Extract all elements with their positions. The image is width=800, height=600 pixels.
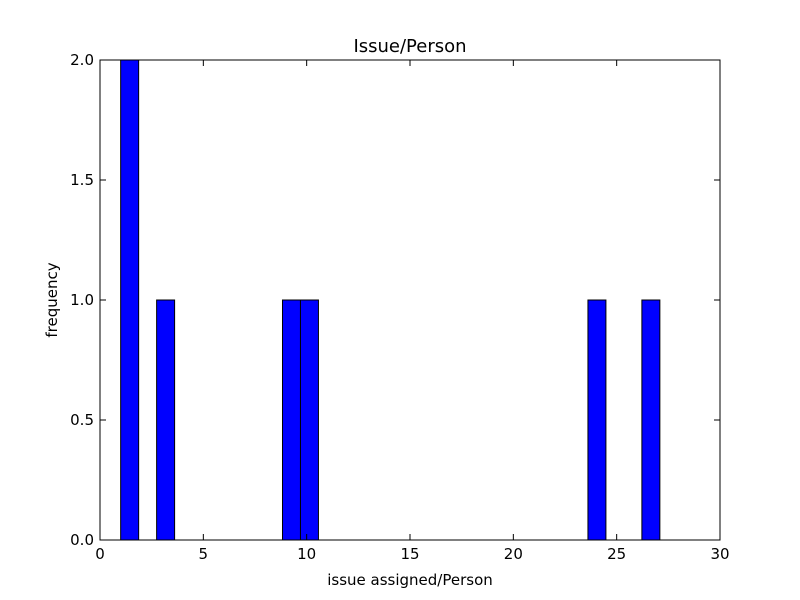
chart-title: Issue/Person bbox=[353, 36, 466, 57]
histogram-bar-3 bbox=[281, 299, 301, 541]
x-tick-label: 15 bbox=[400, 545, 419, 563]
bars-group bbox=[120, 59, 661, 541]
y-tick-label: 0.0 bbox=[70, 531, 94, 549]
y-tick-label: 2.0 bbox=[70, 51, 94, 69]
y-axis-label: frequency bbox=[43, 262, 61, 337]
y-tick-label: 1.0 bbox=[70, 291, 94, 309]
x-tick-label: 20 bbox=[504, 545, 523, 563]
x-tick-label: 5 bbox=[199, 545, 209, 563]
ticks-group: 0 5 10 15 20 25 30 0.0 0.5 1.0 1.5 2.0 bbox=[70, 51, 729, 563]
x-axis-label: issue assigned/Person bbox=[327, 571, 493, 589]
histogram-bar-5 bbox=[587, 299, 607, 541]
histogram-bar-4 bbox=[299, 299, 319, 541]
x-tick-label: 30 bbox=[710, 545, 729, 563]
x-tick-label: 25 bbox=[607, 545, 626, 563]
histogram-bar-1 bbox=[120, 59, 140, 541]
histogram-bar-2 bbox=[156, 299, 176, 541]
histogram-bar-6 bbox=[641, 299, 661, 541]
x-tick-label: 10 bbox=[297, 545, 316, 563]
x-tick-label: 0 bbox=[95, 545, 105, 563]
y-tick-label: 1.5 bbox=[70, 171, 94, 189]
y-tick-label: 0.5 bbox=[70, 411, 94, 429]
